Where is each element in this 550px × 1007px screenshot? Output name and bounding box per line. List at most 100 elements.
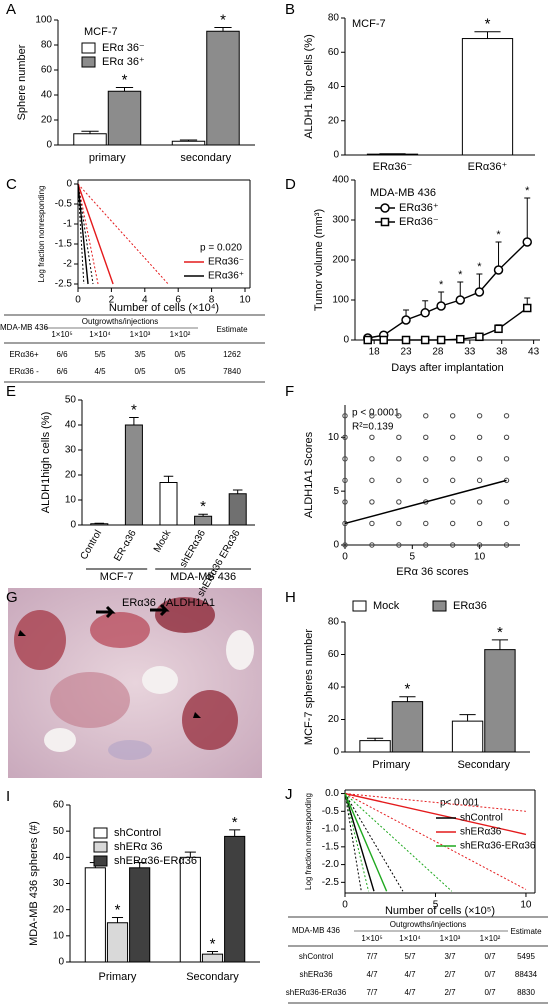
legend-swatch <box>81 42 96 54</box>
point <box>449 477 456 484</box>
y-tick-label: 5 <box>333 486 339 497</box>
x-tick-label: 4 <box>142 295 148 306</box>
y-tick-label: 40 <box>65 420 77 431</box>
point <box>342 477 348 484</box>
point <box>396 520 402 527</box>
legend-label: shERα36-ERα36 <box>460 841 536 852</box>
point <box>476 499 483 505</box>
y-tick-label: -1.5 <box>55 239 73 250</box>
table-cell: 5495 <box>517 952 535 961</box>
y-tick-label: 10 <box>328 432 340 443</box>
y-tick-label: 50 <box>65 395 77 406</box>
table-cell: 0/7 <box>484 952 496 961</box>
x-tick-label: 8 <box>209 295 215 306</box>
table-cell: 2/7 <box>444 988 456 997</box>
x-tick-label: secondary <box>180 152 231 164</box>
y-tick-label: 60 <box>53 800 65 811</box>
point <box>503 413 510 419</box>
marker <box>401 315 411 325</box>
panel-letter: C <box>6 176 17 193</box>
table-column: 1×10² <box>170 330 191 339</box>
point <box>369 477 375 484</box>
annotation: p< 0.001 <box>440 798 480 809</box>
significance: * <box>232 814 238 831</box>
x-tick-label: 2 <box>109 295 115 306</box>
y-tick-label: 0 <box>343 335 349 346</box>
series-line <box>77 183 89 285</box>
x-tick-label: 28 <box>432 347 444 358</box>
point <box>503 434 510 441</box>
significance: * <box>122 71 128 88</box>
annotation: R²=0.139 <box>352 422 394 433</box>
x-tick-label: Mock <box>152 527 174 554</box>
y-axis-label: MCF-7 spheres number <box>303 629 315 745</box>
marker <box>522 237 532 247</box>
y-axis-label: ALDH1 high cells (%) <box>303 34 315 139</box>
point <box>476 413 483 419</box>
y-tick-label: 20 <box>65 470 77 481</box>
chart-title: MDA-MB 436 <box>370 187 436 199</box>
confidence-line <box>344 793 527 812</box>
y-tick-label: 200 <box>332 255 349 266</box>
x-tick-label: 23 <box>400 347 412 358</box>
legend-label: ERα 36⁻ <box>102 42 145 54</box>
table-cell: ERα36+ <box>9 350 39 359</box>
table-cell: shERα36 <box>299 970 333 979</box>
y-tick-label: 0 <box>333 540 339 551</box>
significance: * <box>439 279 444 291</box>
bar <box>73 133 107 146</box>
point <box>423 456 429 462</box>
x-axis-label: Number of cells (×10⁵) <box>385 905 495 917</box>
marker <box>401 335 411 345</box>
y-tick-label: 40 <box>328 682 340 693</box>
point <box>423 434 429 441</box>
table-cell: ERα36 - <box>9 367 39 376</box>
confidence-line <box>77 183 169 285</box>
marker <box>474 287 485 297</box>
x-tick-label: Secondary <box>186 971 239 983</box>
micrograph <box>8 588 262 778</box>
y-tick-label: -1.5 <box>322 841 340 852</box>
legend-label: ERα36⁻ <box>399 216 439 228</box>
point <box>449 434 456 441</box>
table-cell: 4/7 <box>404 970 416 979</box>
x-tick-label: 5 <box>410 552 416 563</box>
table-cell: 3/5 <box>134 350 146 359</box>
panel-letter: E <box>6 383 16 400</box>
significance: * <box>131 401 137 418</box>
marker <box>456 334 465 344</box>
marker <box>379 335 388 345</box>
marker <box>494 324 503 334</box>
confidence-line <box>344 793 404 892</box>
panel-letter: G <box>6 589 18 606</box>
y-tick-label: 0 <box>58 957 64 968</box>
bar <box>179 856 201 963</box>
table-cell: 7840 <box>223 367 241 376</box>
y-axis-label: ALDH1A1 Scores <box>303 431 315 518</box>
panel-letter: J <box>285 786 293 803</box>
x-tick-label: 6 <box>175 295 181 306</box>
y-tick-label: 20 <box>328 714 340 725</box>
table-cell: 1262 <box>223 350 241 359</box>
point <box>476 456 483 462</box>
y-tick-label: 20 <box>41 115 53 126</box>
panel-letter: A <box>6 1 16 18</box>
table-column: 1×10³ <box>130 330 151 339</box>
legend-label: ERα36⁺ <box>208 271 244 282</box>
y-tick-label: 40 <box>53 852 65 863</box>
confidence-line <box>77 183 99 285</box>
panel-letter: I <box>6 788 10 805</box>
point <box>503 542 510 548</box>
point <box>342 413 348 419</box>
y-tick-label: 60 <box>41 65 53 76</box>
significance: * <box>485 16 491 33</box>
bar <box>84 867 106 963</box>
y-tick-label: 400 <box>332 175 349 186</box>
point <box>369 542 375 548</box>
x-tick-label: 10 <box>520 900 532 911</box>
table-cell: 8830 <box>517 988 535 997</box>
x-tick-label: ERα36⁻ <box>373 161 413 173</box>
series-line <box>77 183 114 285</box>
point <box>476 520 483 527</box>
point <box>423 520 429 527</box>
